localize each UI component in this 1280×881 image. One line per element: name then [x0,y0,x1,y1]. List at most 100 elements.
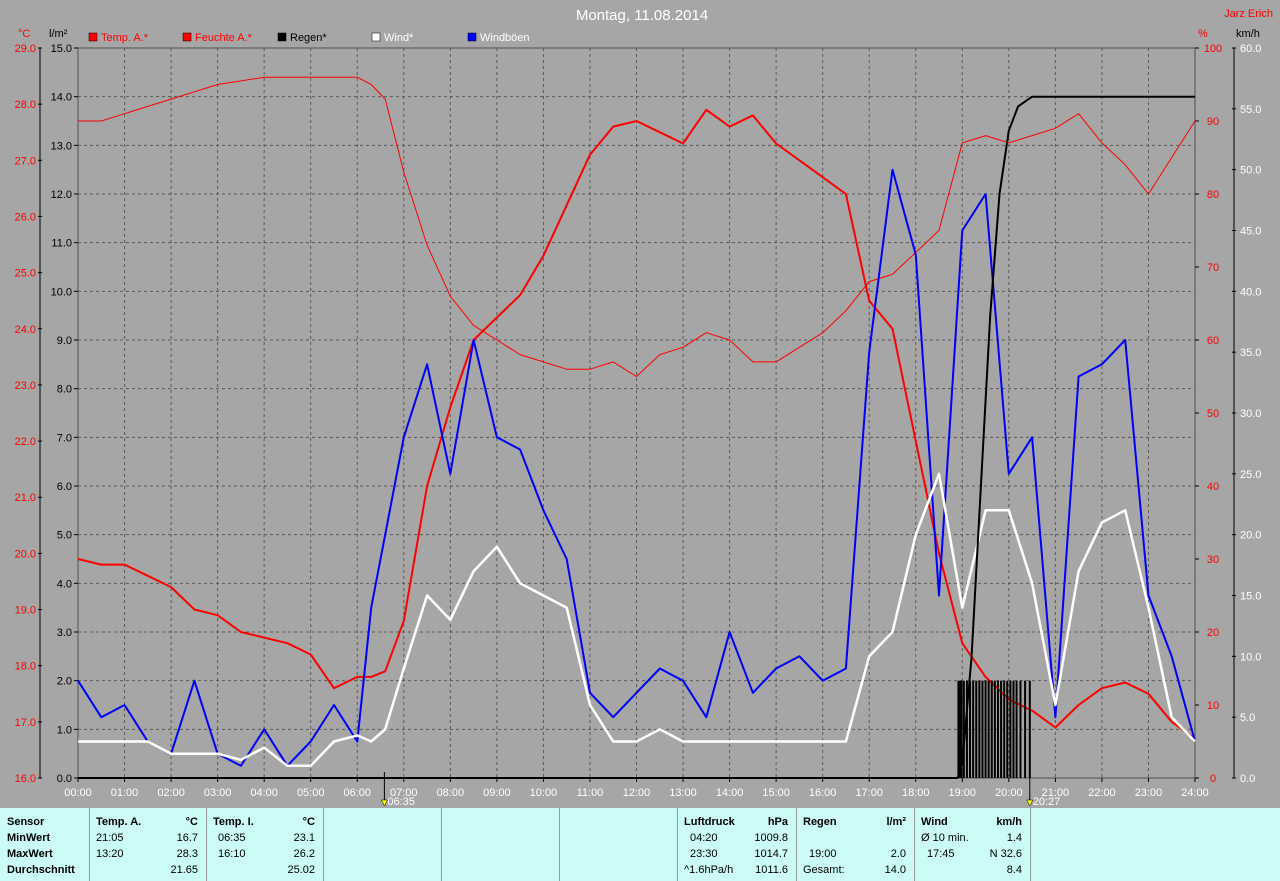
temp-a-min-time: 21:05 [96,832,124,844]
temp-tick-label: 26.0 [15,211,36,223]
rain-tick-label: 7.0 [57,432,72,444]
rain-bar [1012,680,1015,778]
legend-label-0: Temp. A.* [101,32,149,44]
wind-tick-label: 55.0 [1240,104,1261,116]
luftdruck-trend-label: ^1.6hPa/h [684,864,734,876]
rain-bar [993,680,996,778]
temp-tick-label: 16.0 [15,773,36,785]
rain-tick-label: 2.0 [57,676,72,688]
stats-col-empty-2 [442,808,560,881]
temp-a-max-time: 13:20 [96,848,124,860]
temp-a-max-value: 28.3 [176,848,198,860]
temp-tick-label: 17.0 [15,717,36,729]
wind-avg-value: 1.4 [1006,832,1022,844]
humidity-tick-label: 80 [1207,189,1219,201]
wind-tick-label: 0.0 [1240,773,1255,785]
regen-total-value: 14.0 [884,864,906,876]
temp-i-avg-value: 25.02 [287,864,315,876]
rain-tick-label: 8.0 [57,384,72,396]
legend-label-4: Windböen [480,32,530,44]
x-tick-label: 12:00 [623,787,651,799]
wind-tick-label: 60.0 [1240,43,1261,55]
luftdruck-unit: hPa [767,816,788,828]
regen-max-time: 19:00 [809,848,837,860]
humidity-tick-label: 50 [1207,408,1219,420]
temp-tick-label: 28.0 [15,99,36,111]
legend-label-2: Regen* [290,32,327,44]
rain-bar [1009,680,1012,778]
rain-tick-label: 1.0 [57,724,72,736]
x-tick-label: 17:00 [855,787,883,799]
legend-swatch-3 [371,32,381,42]
temp-i-title: Temp. I. [213,816,254,828]
temp-tick-label: 20.0 [15,548,36,560]
humidity-tick-label: 20 [1207,627,1219,639]
x-tick-label: 15:00 [762,787,790,799]
statistics-panel: Sensor MinWert MaxWert Durchschnitt Temp… [0,808,1280,881]
wind-mean-value: 8.4 [1006,864,1022,876]
rain-bar [1006,680,1009,778]
x-tick-label: 14:00 [716,787,744,799]
legend-label-3: Wind* [384,32,414,44]
temp-tick-label: 18.0 [15,661,36,673]
temp-i-max-time: 16:10 [218,848,246,860]
marker-icon [380,799,388,807]
x-tick-label: 09:00 [483,787,511,799]
regen-total-label: Gesamt: [803,864,845,876]
rain-bar [960,680,963,778]
luftdruck-title: Luftdruck [684,816,735,828]
x-tick-label: 22:00 [1088,787,1116,799]
rain-bar [1024,680,1027,778]
luftdruck-max-time: 23:30 [690,848,718,860]
temp-tick-label: 23.0 [15,380,36,392]
temp-a-title: Temp. A. [96,816,142,828]
wind-tick-label: 15.0 [1240,591,1261,603]
series-line-wind [78,472,1196,768]
rain-bar [1028,680,1031,778]
x-tick-label: 19:00 [949,787,977,799]
wind-unit: km/h [996,816,1022,828]
rain-bar [1000,680,1003,778]
luftdruck-min-value: 1009.8 [754,832,788,844]
stats-col-regen: Regen l/m² 19:00 2.0 Gesamt: 14.0 [797,808,915,881]
temp-i-min-value: 23.1 [293,832,315,844]
humidity-tick-label: 70 [1207,262,1219,274]
x-tick-label: 01:00 [111,787,139,799]
rain-tick-label: 4.0 [57,578,72,590]
temp-tick-label: 21.0 [15,492,36,504]
rain-bar [969,680,972,778]
wind-tick-label: 10.0 [1240,651,1261,663]
temp-tick-label: 19.0 [15,605,36,617]
humidity-tick-label: 40 [1207,481,1219,493]
temp-unit-label: °C [18,28,30,40]
x-tick-label: 08:00 [437,787,465,799]
x-tick-label: 23:00 [1135,787,1163,799]
stats-col-luftdruck: Luftdruck hPa 04:20 1009.8 23:30 1014.7 … [678,808,797,881]
legend: Temp. A.* Feuchte A.* Regen* Wind* Windböen [88,32,530,44]
humidity-tick-label: 10 [1207,700,1219,712]
rain-bar [996,680,999,778]
series-line-windb-en [77,168,1196,767]
rain-bar [972,680,975,778]
temp-a-unit: °C [185,816,198,828]
axes: 00:00 01:00 02:00 03:00 04:00 05:00 06:00 07:00… [15,43,1262,799]
stats-col-empty-1 [324,808,442,881]
stats-col-sensor: Sensor MinWert MaxWert Durchschnitt [0,808,90,881]
wind-tick-label: 25.0 [1240,469,1261,481]
luftdruck-max-value: 1014.7 [754,848,788,860]
x-tick-label: 06:00 [343,787,371,799]
rain-bar [978,680,981,778]
wind-unit-label: km/h [1236,28,1260,40]
regen-unit: l/m² [886,816,906,828]
rain-unit-label: l/m² [49,28,68,40]
rain-tick-label: 13.0 [51,140,72,152]
rain-tick-label: 3.0 [57,627,72,639]
temp-a-min-value: 16.7 [176,832,198,844]
regen-max-value: 2.0 [890,848,906,860]
temp-i-max-value: 26.2 [293,848,315,860]
wind-max-time: 17:45 [927,848,955,860]
humidity-tick-label: 60 [1207,335,1219,347]
rain-bar [957,680,960,778]
x-tick-label: 18:00 [902,787,930,799]
legend-swatch-2 [277,32,287,42]
